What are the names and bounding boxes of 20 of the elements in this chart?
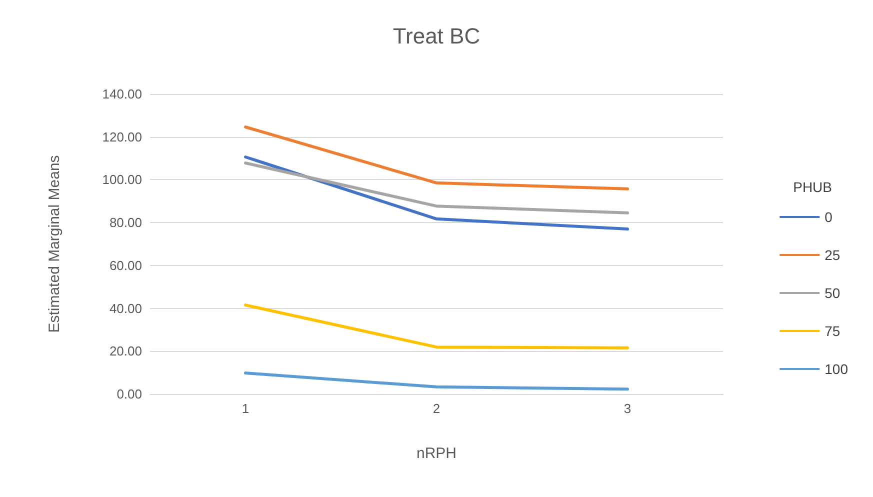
x-tick-label: 1 — [242, 401, 250, 416]
x-axis-title: nRPH — [416, 445, 457, 462]
y-tick-label: 40.00 — [109, 300, 142, 316]
y-tick-label: 80.00 — [109, 215, 142, 230]
y-tick-label: 120.00 — [102, 129, 142, 144]
y-tick-label: 20.00 — [109, 344, 142, 359]
legend-label: 75 — [824, 323, 840, 339]
y-tick-label: 100.00 — [102, 172, 142, 188]
y-tick-label: 0.00 — [116, 386, 142, 402]
legend-label: 0 — [824, 209, 833, 225]
legend-label: 100 — [824, 361, 848, 377]
y-axis-title: Estimated Marginal Means — [46, 155, 63, 333]
x-tick-label: 3 — [624, 401, 632, 416]
legend-label: 25 — [824, 247, 840, 263]
y-tick-label: 60.00 — [109, 258, 142, 273]
x-tick-label: 2 — [432, 401, 440, 416]
legend-title: PHUB — [793, 179, 832, 195]
chart-title: Treat BC — [392, 24, 480, 48]
legend-label: 50 — [824, 285, 840, 301]
y-tick-label: 140.00 — [102, 86, 142, 102]
